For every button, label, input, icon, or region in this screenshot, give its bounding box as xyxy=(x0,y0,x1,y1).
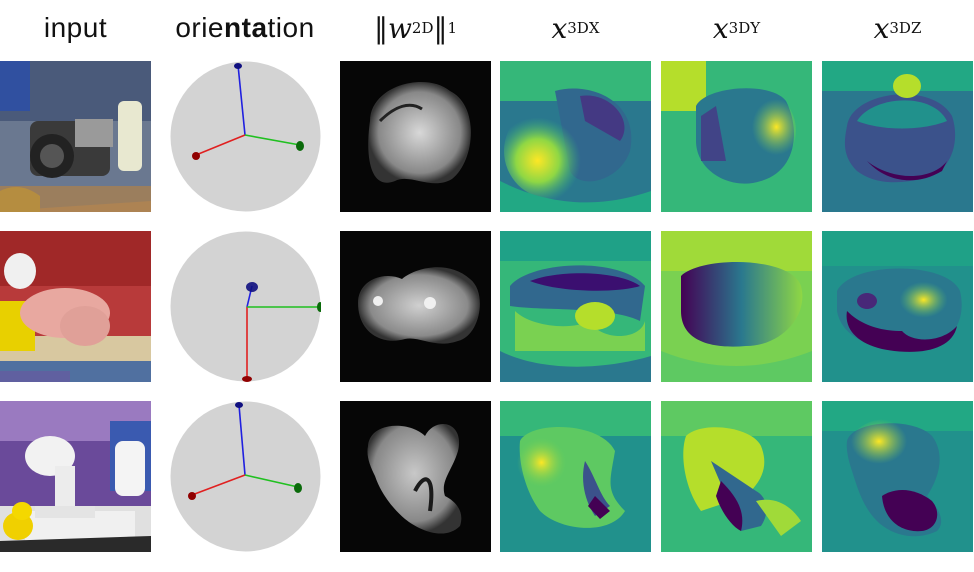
header-x3d-z: x 3D Z xyxy=(822,0,973,56)
header-orientation-a: orie xyxy=(175,12,225,43)
header-norm-sup: 2D xyxy=(411,19,434,37)
x3d-y-map-row2 xyxy=(661,231,812,382)
header-norm-w: ‖w xyxy=(373,11,412,45)
header-norm-sub: 1 xyxy=(447,19,458,37)
header-input: input xyxy=(0,0,151,56)
x3d-x-map-row1 xyxy=(500,61,651,212)
input-image-row2 xyxy=(0,231,151,382)
x3d-z-map-row2 xyxy=(822,231,973,382)
header-x3d-y-sub: Y xyxy=(750,19,761,37)
header-x3d-z-var: x xyxy=(873,11,890,45)
header-input-label: input xyxy=(43,12,108,43)
orientation-row1 xyxy=(170,61,321,212)
header-x3d-x-sup: 3D xyxy=(567,19,589,37)
header-x3d-x-sub: X xyxy=(588,19,600,37)
x3d-z-map-row3 xyxy=(822,401,973,552)
input-image-row1 xyxy=(0,61,151,212)
header-x3d-z-sub: Z xyxy=(910,19,922,37)
header-x3d-x-var: x xyxy=(551,11,568,45)
orientation-row3 xyxy=(170,401,321,552)
weight-norm-map-row3 xyxy=(340,401,491,552)
header-norm-end: ‖ xyxy=(433,11,448,45)
x3d-y-map-row3 xyxy=(661,401,812,552)
header-orientation: orie nta tion xyxy=(160,0,330,56)
header-orientation-c: tion xyxy=(267,12,315,43)
weight-norm-map-row2 xyxy=(340,231,491,382)
orientation-row2 xyxy=(170,231,321,382)
header-x3d-x: x 3D X xyxy=(500,0,651,56)
x3d-z-map-row1 xyxy=(822,61,973,212)
x3d-x-map-row3 xyxy=(500,401,651,552)
header-x3d-y-var: x xyxy=(712,11,729,45)
header-x3d-y-sup: 3D xyxy=(728,19,751,37)
weight-norm-map-row1 xyxy=(340,61,491,212)
x3d-y-map-row1 xyxy=(661,61,812,212)
header-x3d-z-sup: 3D xyxy=(889,19,911,37)
header-norm: ‖w 2D ‖ 1 xyxy=(340,0,491,56)
x3d-x-map-row2 xyxy=(500,231,651,382)
input-image-row3 xyxy=(0,401,151,552)
header-orientation-b: nta xyxy=(224,12,268,43)
header-x3d-y: x 3D Y xyxy=(661,0,812,56)
